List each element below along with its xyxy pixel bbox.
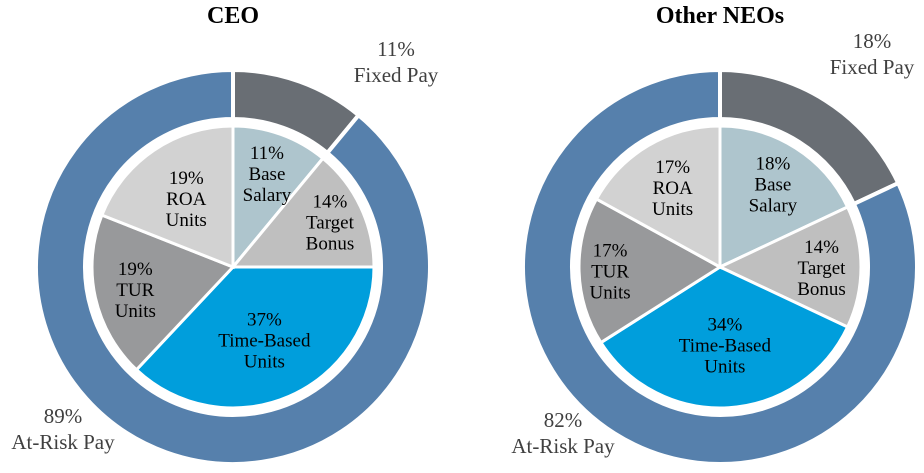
neos-at-risk-pay-percent: 82%	[543, 408, 583, 432]
pie-slice-label-roa-units: 19% ROA Units	[166, 168, 207, 231]
neos-fixed-pay-label: Fixed Pay	[829, 55, 915, 79]
pie-slice-label-time-based-units: 37% Time-Based Units	[218, 309, 311, 372]
pie-slice-base-salary	[231, 124, 325, 272]
chart-title-ceo: CEO	[206, 3, 259, 29]
pie-slice-base-salary	[718, 124, 850, 270]
ceo-donut-chart: 11% Base Salary 14% Target Bonus 37% Time-Based…	[34, 67, 432, 466]
pie-slice-label-tur-units: 19% TUR Units	[115, 259, 156, 322]
ceo-at-risk-pay-callout: 89% At-Risk Pay	[0, 403, 126, 455]
donut-svg: 11% Base Salary 14% Target Bonus 37% Time-Based…	[34, 67, 432, 466]
pie-slice-label-time-based-units: 34% Time-Based Units	[679, 314, 772, 377]
pie-slice-time-based-units	[134, 265, 376, 410]
donut-svg: 18% Base Salary 14% Target Bonus 34% Time-Based…	[521, 67, 919, 466]
pie-slice-label-base-salary: 11% Base Salary	[243, 143, 292, 206]
pie-slice-label-tur-units: 17% TUR Units	[589, 240, 630, 303]
neos-at-risk-pay-callout: 82% At-Risk Pay	[500, 407, 626, 459]
neos-fixed-pay-percent: 18%	[852, 29, 892, 53]
ring-segment-at-risk-pay	[34, 67, 432, 466]
ring-segment-at-risk-pay	[521, 67, 919, 466]
pie-slice-label-base-salary: 18% Base Salary	[749, 154, 798, 217]
pie-slice-tur-units	[577, 197, 723, 345]
ceo-at-risk-pay-percent: 89%	[43, 404, 83, 428]
neos-at-risk-pay-label: At-Risk Pay	[511, 434, 615, 458]
chart-other-neos: Other NEOs 18% Base Salary 14% Target Bonus 34…	[462, 0, 924, 473]
ceo-fixed-pay-percent: 11%	[377, 37, 415, 61]
chart-ceo: CEO 11% Base Salary 14% Target Bonus 37% Time-B…	[0, 3, 438, 466]
pie-slice-label-target-bonus: 14% Target Bonus	[797, 237, 846, 300]
other-neos-donut-chart: 18% Base Salary 14% Target Bonus 34% Time-Based…	[462, 0, 924, 473]
ceo-at-risk-pay-label: At-Risk Pay	[11, 430, 115, 454]
pie-slice-roa-units	[594, 124, 722, 270]
pie-slice-target-bonus	[229, 156, 376, 269]
chart-title-other-neos: Other NEOs	[655, 3, 785, 29]
ceo-fixed-pay-label: Fixed Pay	[353, 63, 439, 87]
pie-slice-time-based-units	[598, 265, 850, 410]
neos-fixed-pay-callout: 18% Fixed Pay	[802, 28, 924, 80]
pie-slice-label-roa-units: 17% ROA Units	[652, 157, 693, 220]
pie-slice-label-target-bonus: 14% Target Bonus	[306, 191, 355, 254]
pie-slice-target-bonus	[716, 204, 863, 330]
pie-slice-roa-units	[99, 124, 235, 270]
ceo-fixed-pay-callout: 11% Fixed Pay	[326, 36, 466, 88]
